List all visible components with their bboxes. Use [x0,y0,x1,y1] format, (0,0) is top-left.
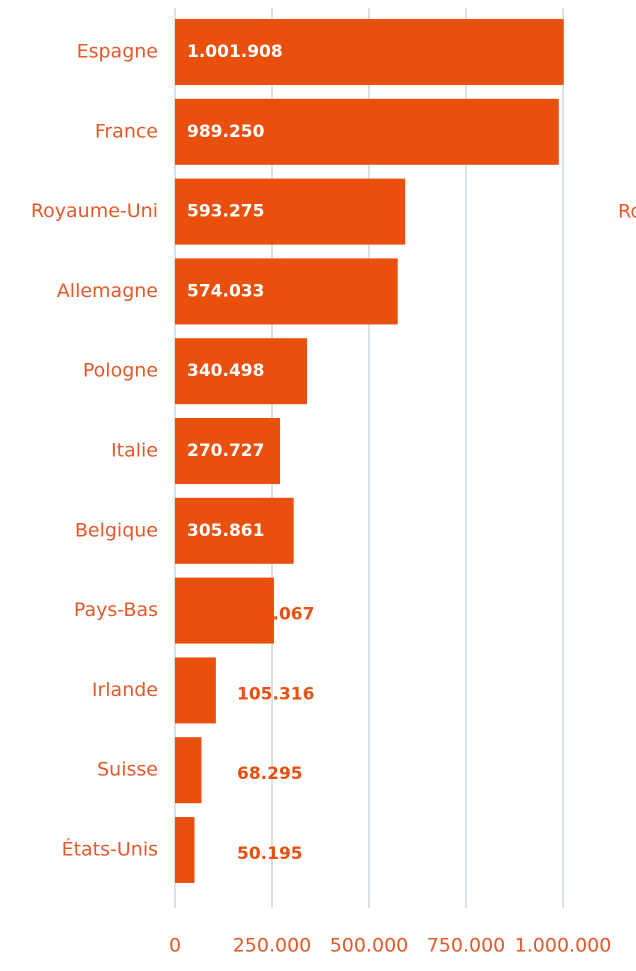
y-tick-label: Pays-Bas [74,599,158,621]
bar [175,19,564,85]
x-tick-label: 250.000 [233,935,312,957]
y-tick-label: Allemagne [57,280,158,302]
bar [175,418,281,484]
value-label: 270.727 [187,441,264,461]
x-tick-label: 1.000.000 [515,935,612,957]
bar [175,258,398,325]
bar [175,577,274,644]
y-tick-label: Belgique [75,519,158,541]
bar [175,497,294,564]
y-tick-label: États-Unis [62,838,158,861]
y-tick-label: Royaume-Uni [31,200,158,222]
value-label: 305.861 [187,521,264,541]
bar [175,98,559,165]
y-tick-label: Irlande [92,679,158,701]
value-label: 1.001.908 [187,42,283,62]
value-label: 340.498 [187,361,264,381]
bar [175,657,216,724]
y-tick-label: Italie [111,440,158,462]
value-label: 574.033 [187,281,264,301]
bar [175,817,195,883]
y-tick-label: France [95,120,158,142]
value-label: 105.316 [237,684,314,704]
value-label: 255.067 [237,605,314,625]
bar [175,178,406,245]
y-tick-label: Espagne [77,41,158,63]
value-label: 50.195 [237,844,303,864]
bar [175,338,308,405]
value-label: 593.275 [187,202,264,222]
y-tick-label: Pologne [83,360,158,382]
annotation: Ro [618,201,636,223]
x-tick-label: 500.000 [330,935,409,957]
bar [175,737,202,804]
y-tick-label: Suisse [97,759,158,781]
value-label: 989.250 [187,122,265,142]
value-label: 68.295 [237,764,303,784]
x-tick-label: 750.000 [427,935,506,957]
x-tick-label: 0 [169,935,181,957]
